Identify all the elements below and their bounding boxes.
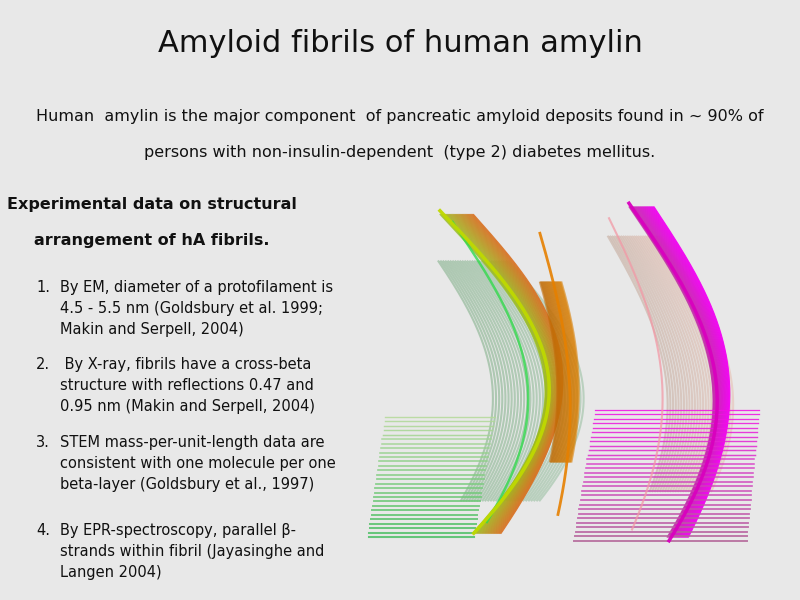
Text: By EPR-spectroscopy, parallel β-
strands within fibril (Jayasinghe and
Langen 20: By EPR-spectroscopy, parallel β- strands… (60, 523, 324, 580)
Text: arrangement of hA fibrils.: arrangement of hA fibrils. (34, 233, 270, 248)
Text: By EM, diameter of a protofilament is
4.5 - 5.5 nm (Goldsbury et al. 1999;
Makin: By EM, diameter of a protofilament is 4.… (60, 280, 333, 337)
Text: 1.: 1. (36, 280, 50, 295)
Text: By X-ray, fibrils have a cross-beta
structure with reflections 0.47 and
0.95 nm : By X-ray, fibrils have a cross-beta stru… (60, 357, 315, 414)
Text: Experimental data on structural: Experimental data on structural (7, 197, 297, 212)
Text: persons with non-insulin-dependent  (type 2) diabetes mellitus.: persons with non-insulin-dependent (type… (144, 145, 656, 160)
Text: STEM mass-per-unit-length data are
consistent with one molecule per one
beta-lay: STEM mass-per-unit-length data are consi… (60, 434, 336, 491)
Text: 3.: 3. (36, 434, 50, 449)
Text: 2.: 2. (36, 357, 50, 372)
Text: Amyloid fibrils of human amylin: Amyloid fibrils of human amylin (158, 29, 642, 58)
Text: 4.: 4. (36, 523, 50, 538)
Text: Human  amylin is the major component  of pancreatic amyloid deposits found in ~ : Human amylin is the major component of p… (36, 109, 764, 124)
